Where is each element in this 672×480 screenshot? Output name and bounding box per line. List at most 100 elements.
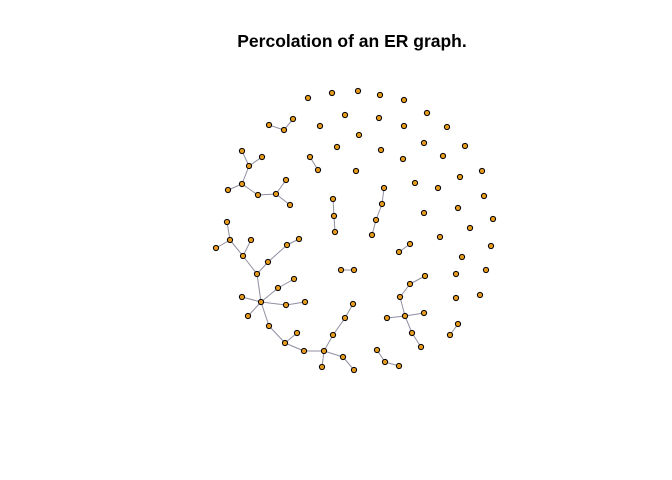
graph-vertex xyxy=(314,166,322,174)
graph-edge xyxy=(404,312,425,317)
graph-vertex xyxy=(349,300,357,308)
graph-vertex xyxy=(331,228,339,236)
graph-vertex xyxy=(224,186,232,194)
graph-edge xyxy=(256,273,262,303)
graph-vertex xyxy=(283,241,291,249)
graph-vertex xyxy=(420,309,428,317)
graph-vertex xyxy=(286,201,294,209)
graph-vertex xyxy=(446,331,454,339)
graph-edge xyxy=(242,255,258,275)
graph-vertex xyxy=(378,200,386,208)
graph-vertex xyxy=(265,322,273,330)
graph-vertex xyxy=(352,167,360,175)
graph-edge xyxy=(229,239,244,257)
graph-edge xyxy=(241,183,259,196)
graph-vertex xyxy=(434,184,442,192)
graph-edge xyxy=(241,165,250,185)
graph-vertex xyxy=(395,362,403,370)
graph-vertex xyxy=(282,176,290,184)
graph-vertex xyxy=(300,347,308,355)
graph-vertex xyxy=(354,87,362,95)
vertex-layer xyxy=(212,87,497,374)
graph-vertex xyxy=(408,329,416,337)
graph-edge xyxy=(260,301,287,306)
graph-edge xyxy=(399,296,406,317)
graph-edge xyxy=(332,317,346,336)
graph-vertex xyxy=(443,123,451,131)
graph-vertex xyxy=(482,266,490,274)
graph-vertex xyxy=(254,191,262,199)
graph-vertex xyxy=(329,195,337,203)
graph-vertex xyxy=(333,143,341,151)
edge-layer xyxy=(215,118,459,371)
graph-vertex xyxy=(400,96,408,104)
graph-vertex xyxy=(330,212,338,220)
graph-vertex xyxy=(304,94,312,102)
graph-vertex xyxy=(320,347,328,355)
graph-vertex xyxy=(341,314,349,322)
graph-vertex xyxy=(377,146,385,154)
graph-vertex xyxy=(339,353,347,361)
graph-vertex xyxy=(420,209,428,217)
graph-vertex xyxy=(456,173,464,181)
graph-vertex xyxy=(350,366,358,374)
graph-edge xyxy=(241,296,262,303)
graph-edge xyxy=(260,287,279,303)
graph-vertex xyxy=(476,291,484,299)
graph-vertex xyxy=(316,122,324,130)
graph-edge xyxy=(285,301,306,306)
graph-vertex xyxy=(381,358,389,366)
graph-vertex xyxy=(436,233,444,241)
graph-vertex xyxy=(337,266,345,274)
graph-vertex xyxy=(373,346,381,354)
graph-vertex xyxy=(452,270,460,278)
graph-vertex xyxy=(226,236,234,244)
graph-vertex xyxy=(329,331,337,339)
graph-vertex xyxy=(244,312,252,320)
graph-vertex xyxy=(401,312,409,320)
graph-vertex xyxy=(318,363,326,371)
graph-vertex xyxy=(466,224,474,232)
graph-edge xyxy=(247,301,262,317)
graph-vertex xyxy=(480,192,488,200)
graph-vertex xyxy=(461,142,469,150)
graph-vertex xyxy=(223,218,231,226)
graph-vertex xyxy=(212,244,220,252)
graph-vertex xyxy=(454,320,462,328)
graph-vertex xyxy=(301,298,309,306)
graph-vertex xyxy=(421,272,429,280)
graph-vertex xyxy=(280,126,288,134)
graph-vertex xyxy=(295,235,303,243)
graph-vertex xyxy=(238,293,246,301)
graph-vertex xyxy=(368,231,376,239)
graph-vertex xyxy=(264,258,272,266)
graph-vertex xyxy=(257,298,265,306)
graph-edge xyxy=(268,325,286,344)
graph-edge xyxy=(267,244,288,263)
graph-vertex xyxy=(289,115,297,123)
graph-vertex xyxy=(395,248,403,256)
graph-vertex xyxy=(245,162,253,170)
graph-vertex xyxy=(383,314,391,322)
graph-vertex xyxy=(372,216,380,224)
graph-vertex xyxy=(458,253,466,261)
graph-vertex xyxy=(423,109,431,117)
graph-vertex xyxy=(341,111,349,119)
graph-vertex xyxy=(350,266,358,274)
graph-vertex xyxy=(281,339,289,347)
graph-vertex xyxy=(400,122,408,130)
graph-vertex xyxy=(258,153,266,161)
graph-vertex xyxy=(452,294,460,302)
graph-vertex xyxy=(274,284,282,292)
graph-vertex xyxy=(487,242,495,250)
graph-vertex xyxy=(238,180,246,188)
graph-vertex xyxy=(376,91,384,99)
graph-vertex xyxy=(328,89,336,97)
graph-vertex xyxy=(411,179,419,187)
graph-edge xyxy=(323,350,344,358)
graph-vertex xyxy=(239,252,247,260)
graph-vertex xyxy=(375,114,383,122)
graph-vertex xyxy=(272,190,280,198)
graph-vertex xyxy=(306,153,314,161)
